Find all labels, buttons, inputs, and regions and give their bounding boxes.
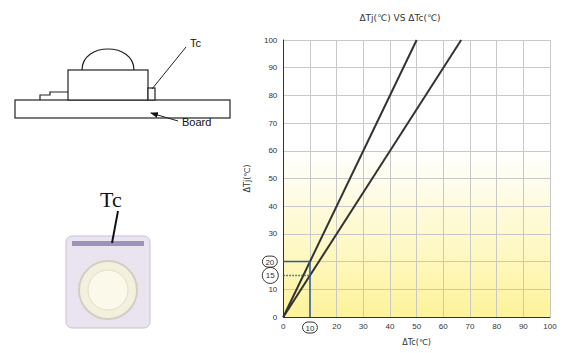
- svg-text:100: 100: [543, 322, 557, 331]
- svg-text:60: 60: [439, 322, 448, 331]
- svg-text:10: 10: [306, 324, 315, 333]
- svg-text:100: 100: [264, 36, 278, 45]
- svg-text:ΔTj(℃) VS ΔTc(℃): ΔTj(℃) VS ΔTc(℃): [359, 13, 440, 23]
- svg-text:0: 0: [281, 322, 286, 331]
- svg-text:50: 50: [268, 174, 277, 183]
- svg-text:40: 40: [386, 322, 395, 331]
- svg-text:90: 90: [268, 63, 277, 72]
- svg-text:50: 50: [412, 322, 421, 331]
- svg-text:60: 60: [268, 146, 277, 155]
- svg-text:90: 90: [519, 322, 528, 331]
- svg-text:15: 15: [266, 271, 275, 280]
- svg-text:70: 70: [466, 322, 475, 331]
- svg-text:Tc: Tc: [190, 37, 202, 49]
- svg-text:30: 30: [359, 322, 368, 331]
- svg-text:40: 40: [268, 202, 277, 211]
- svg-text:20: 20: [265, 258, 274, 267]
- svg-text:20: 20: [332, 322, 341, 331]
- svg-text:Board: Board: [182, 116, 211, 128]
- svg-text:80: 80: [268, 91, 277, 100]
- svg-text:70: 70: [268, 119, 277, 128]
- svg-text:ΔTj(℃): ΔTj(℃): [243, 165, 252, 193]
- svg-text:Tc: Tc: [100, 187, 122, 212]
- svg-text:30: 30: [268, 229, 277, 238]
- svg-text:ΔTc(℃): ΔTc(℃): [402, 338, 431, 347]
- svg-text:0: 0: [273, 313, 278, 322]
- svg-text:10: 10: [268, 285, 277, 294]
- svg-text:80: 80: [492, 322, 501, 331]
